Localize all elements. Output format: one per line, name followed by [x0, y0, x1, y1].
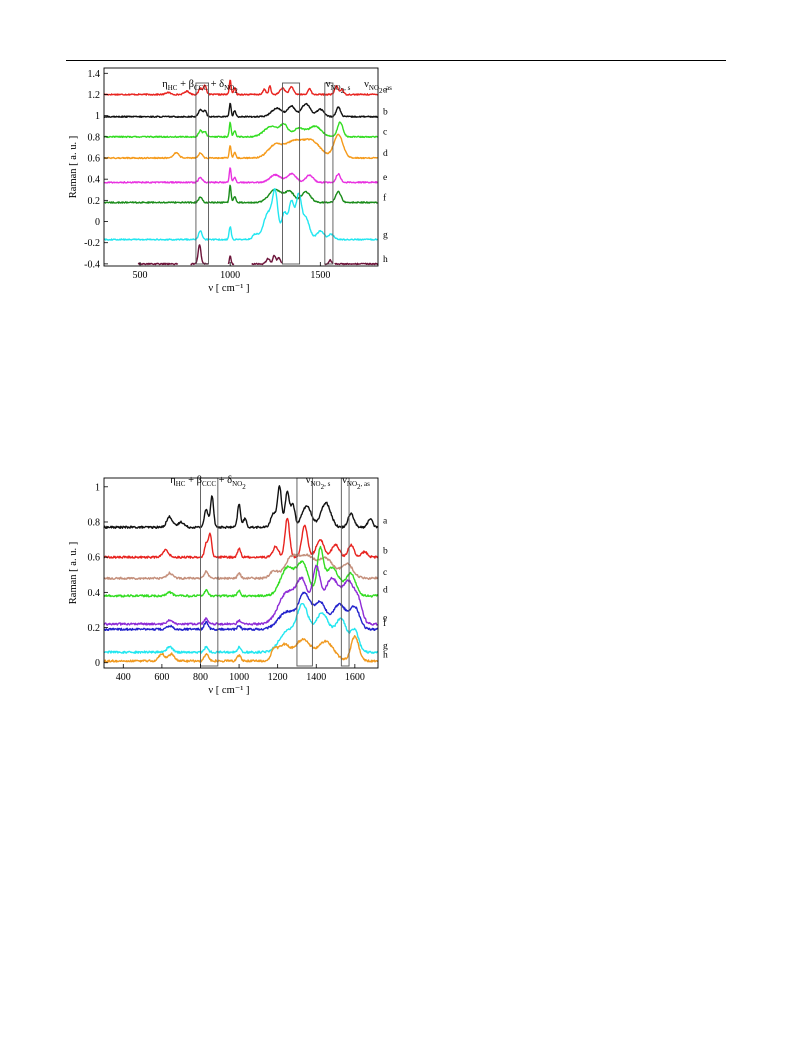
curve-label-c: c: [383, 568, 387, 578]
x-tick-label: 1500: [310, 270, 330, 281]
series-line-h-5: [334, 262, 379, 266]
band-box-1: [296, 477, 313, 667]
raman-chart-bottom: a b c d e f g h ηHC + βCCC + δNO2 νNO2, s νNO2, as…: [60, 460, 400, 710]
series-line-h-3: [251, 254, 283, 266]
series-line-b: [103, 517, 379, 559]
y-tick-label: 0.2: [88, 623, 101, 634]
y-axis-title: Raman [ a. u. ]: [68, 136, 79, 198]
band-box-0: [200, 477, 219, 667]
y-tick-label: 0.8: [88, 517, 101, 528]
band-label-1: νNO2, s: [326, 79, 351, 95]
series-line-h-0: [137, 262, 179, 266]
band-box-2: [324, 82, 334, 265]
curve-label-a: a: [383, 85, 388, 95]
x-axis-title: ν [ cm⁻¹ ]: [208, 283, 249, 294]
series-line-d: [103, 545, 379, 598]
x-tick-label: 1200: [268, 672, 288, 683]
y-tick-label: 0.2: [88, 196, 101, 207]
series-line-g: [103, 188, 378, 241]
y-tick-label: 0: [95, 217, 100, 228]
band-label-0: ηHC + βCCC + δNO2: [162, 79, 238, 95]
curve-label-h: h: [383, 650, 388, 660]
curve-label-c: c: [383, 128, 387, 138]
x-tick-label: 400: [116, 672, 131, 683]
series-line-e: [103, 167, 379, 184]
curve-label-f: f: [383, 618, 387, 629]
y-tick-label: 0.8: [88, 132, 101, 143]
series-line-a: [103, 485, 379, 529]
curve-label-d: d: [383, 149, 388, 159]
band-label-1: νNO2, s: [306, 475, 331, 491]
band-label-0: ηHC + βCCC + δNO2: [170, 475, 246, 491]
page-header-rule: [66, 60, 726, 61]
curve-label-b: b: [383, 108, 388, 118]
series-line-h: [103, 635, 379, 663]
curve-label-h: h: [383, 255, 388, 265]
x-tick-label: 800: [193, 672, 208, 683]
curve-label-a: a: [383, 517, 388, 527]
x-tick-label: 1400: [306, 672, 326, 683]
series-line-g: [103, 603, 379, 654]
y-tick-label: 1.2: [88, 90, 101, 101]
curve-label-g: g: [383, 642, 388, 652]
series-line-d: [103, 133, 378, 160]
curve-label-d: d: [383, 585, 388, 595]
curve-label-f: f: [383, 192, 387, 203]
y-tick-label: 0.6: [88, 154, 101, 165]
curve-label-e: e: [383, 614, 387, 624]
band-box-1: [282, 82, 301, 265]
x-tick-label: 1000: [220, 270, 240, 281]
curve-label-e: e: [383, 173, 387, 183]
plot-frame: [103, 477, 379, 669]
y-tick-label: 0.4: [88, 588, 101, 599]
series-line-b: [103, 102, 378, 118]
x-tick-label: 1000: [229, 672, 249, 683]
y-axis-title: Raman [ a. u. ]: [68, 542, 79, 604]
y-tick-label: -0.4: [84, 259, 100, 270]
raman-plot-bottom: a b cd ef gh ηHC + βCCC + δNO2 νNO2, s νNO2, as…: [68, 475, 388, 696]
series-line-c: [103, 121, 378, 139]
plot-frame: [103, 67, 379, 267]
raman-plot-top: a bc d ef g h ηHC + βCCC + δNO2 νNO2, s νNO2, as…: [68, 67, 392, 294]
series-line-f: [103, 184, 379, 204]
y-tick-label: -0.2: [84, 238, 100, 249]
y-tick-label: 1: [95, 111, 100, 122]
band-label-2: νNO2, as: [342, 475, 370, 491]
series-line-a: [103, 79, 378, 96]
band-box-2: [340, 477, 350, 667]
y-tick-label: 0.6: [88, 553, 101, 564]
y-tick-label: 1: [95, 482, 100, 493]
series-line-f: [103, 591, 379, 631]
y-tick-label: 0: [95, 658, 100, 669]
x-axis-title: ν [ cm⁻¹ ]: [208, 685, 249, 696]
curve-label-b: b: [383, 547, 388, 557]
raman-chart-top: a b c d e f g h ηHC + βCCC + δNO2 νNO2, s νNO2, as…: [60, 60, 400, 305]
series-line-h-1: [190, 244, 209, 266]
x-tick-label: 500: [133, 270, 148, 281]
y-tick-label: 0.4: [88, 175, 101, 186]
x-tick-label: 600: [154, 672, 169, 683]
band-label-2: νNO2, as: [364, 79, 392, 95]
series-line-c: [103, 553, 379, 580]
y-tick-label: 1.4: [88, 69, 101, 80]
band-box-0: [195, 82, 210, 265]
series-line-h-2: [227, 255, 235, 266]
series-line-e: [103, 564, 379, 626]
curve-label-g: g: [383, 230, 388, 240]
x-tick-label: 1600: [345, 672, 365, 683]
